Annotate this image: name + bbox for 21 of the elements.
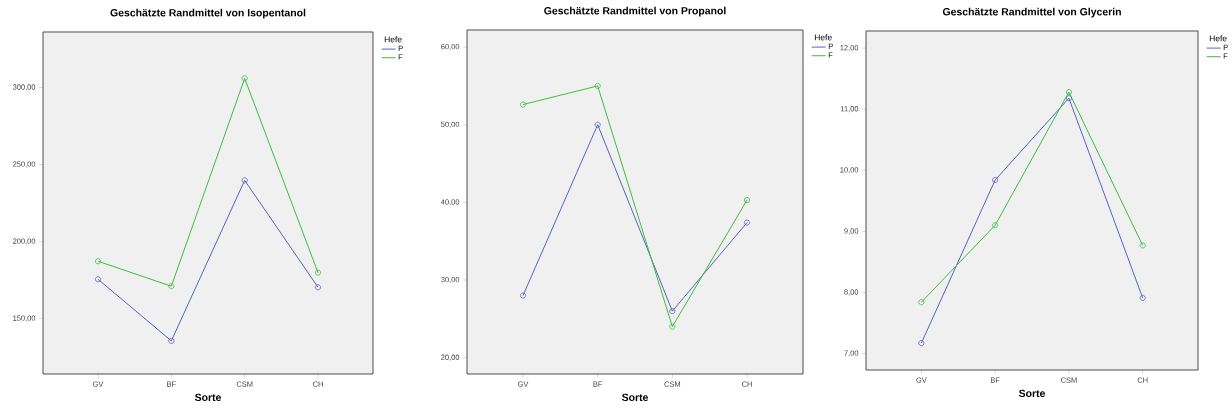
point	[241, 177, 248, 184]
point	[168, 283, 175, 290]
point	[1065, 89, 1072, 96]
point	[669, 323, 676, 330]
point	[241, 75, 248, 82]
point	[1065, 95, 1072, 102]
legend-title: Hefe	[1209, 35, 1227, 42]
point	[168, 337, 175, 344]
chart-title: Geschätzte Randmittel von Propanol	[544, 6, 726, 17]
legend-title: Hefe	[384, 36, 402, 43]
x-axis-title: Sorte	[1018, 389, 1046, 398]
chart-title: Geschätzte Randmittel von Isopentanol	[110, 8, 306, 19]
point	[594, 82, 601, 89]
x-axis-title: Sorte	[621, 393, 649, 402]
point	[992, 177, 999, 184]
chart-title: Geschätzte Randmittel von Glycerin	[942, 7, 1121, 18]
point	[669, 308, 676, 315]
x-axis-title: Sorte	[194, 393, 222, 402]
point	[992, 222, 999, 229]
legend-title: Hefe	[814, 34, 832, 41]
point	[594, 121, 601, 128]
